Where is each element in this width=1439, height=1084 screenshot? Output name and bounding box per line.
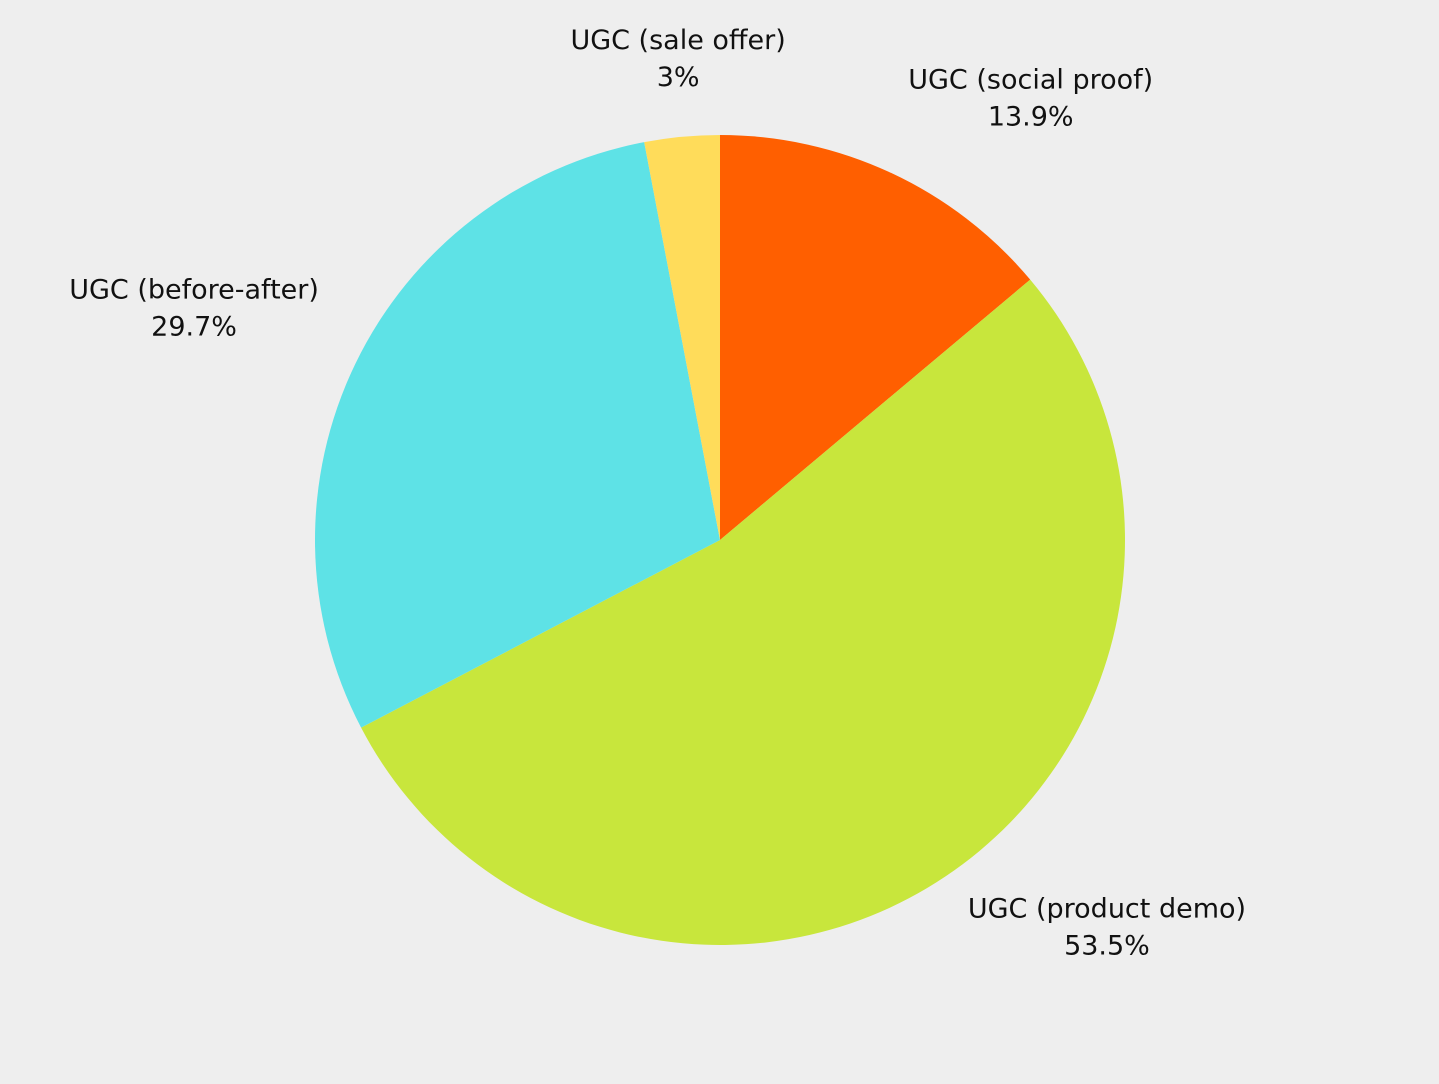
slice-value-label: 13.9% [988, 102, 1074, 133]
slice-value-label: 3% [657, 62, 700, 93]
slice-value-label: 53.5% [1064, 931, 1150, 962]
slice-label: UGC (product demo) [968, 894, 1246, 925]
slice-value-label: 29.7% [151, 312, 237, 343]
slice-label: UGC (social proof) [908, 65, 1153, 96]
slice-label: UGC (before-after) [69, 275, 319, 306]
slice-label: UGC (sale offer) [570, 25, 785, 56]
pie-slice [315, 142, 720, 728]
pie-slice [361, 279, 1126, 946]
pie-slice [720, 135, 1031, 540]
pie-slice [644, 135, 720, 540]
